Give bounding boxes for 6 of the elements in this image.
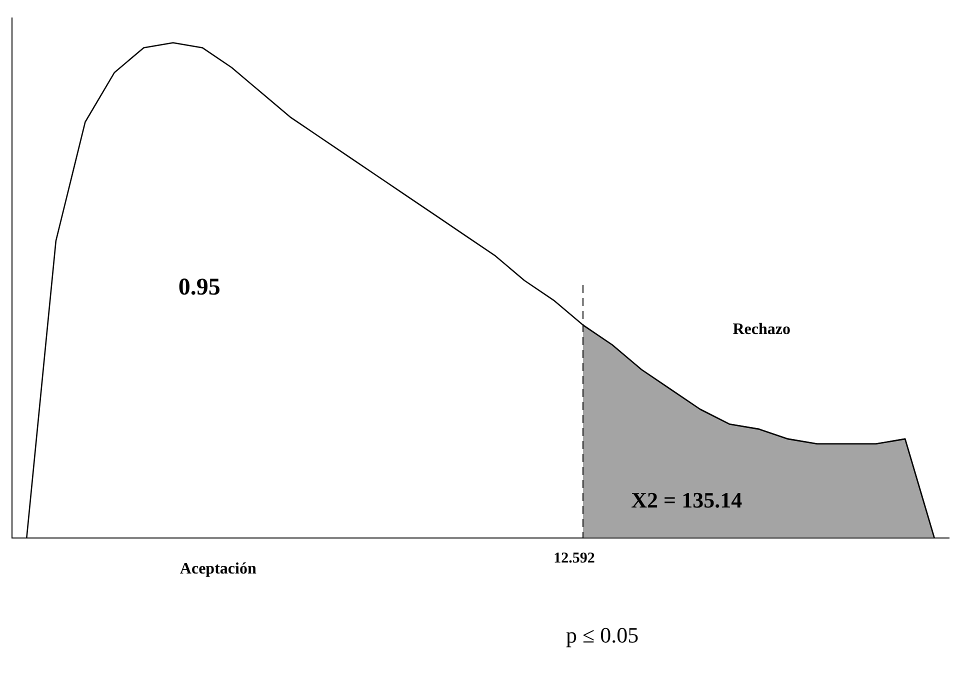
text: 12.592	[554, 550, 595, 567]
text: Aceptación	[180, 560, 256, 578]
annotation: X2 = 135.14	[631, 487, 742, 512]
text: p ≤ 0.05	[566, 622, 639, 648]
annotation: Rechazo	[732, 321, 790, 338]
annotation: 0.95	[178, 274, 220, 301]
